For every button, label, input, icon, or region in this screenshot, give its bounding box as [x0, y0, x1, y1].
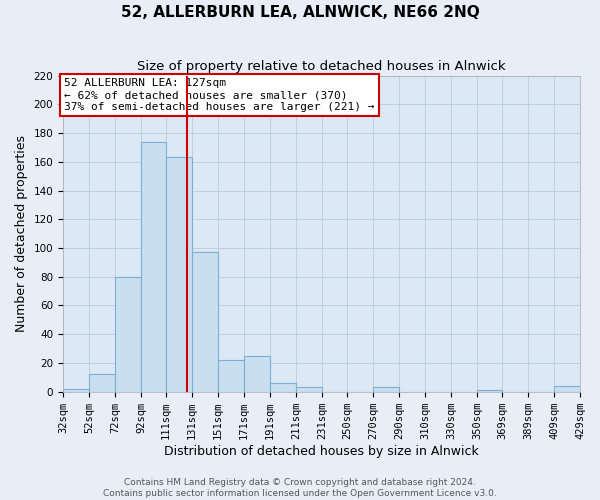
Text: Contains HM Land Registry data © Crown copyright and database right 2024.
Contai: Contains HM Land Registry data © Crown c…: [103, 478, 497, 498]
Bar: [373, 388, 399, 392]
Bar: [554, 386, 580, 392]
Bar: [141, 142, 166, 392]
Bar: [244, 356, 270, 392]
Text: 52 ALLERBURN LEA: 127sqm
← 62% of detached houses are smaller (370)
37% of semi-: 52 ALLERBURN LEA: 127sqm ← 62% of detach…: [64, 78, 375, 112]
Bar: [296, 388, 322, 392]
Bar: [63, 389, 89, 392]
X-axis label: Distribution of detached houses by size in Alnwick: Distribution of detached houses by size …: [164, 444, 479, 458]
Y-axis label: Number of detached properties: Number of detached properties: [15, 135, 28, 332]
Bar: [166, 158, 192, 392]
Bar: [89, 374, 115, 392]
Text: 52, ALLERBURN LEA, ALNWICK, NE66 2NQ: 52, ALLERBURN LEA, ALNWICK, NE66 2NQ: [121, 5, 479, 20]
Bar: [218, 360, 244, 392]
Title: Size of property relative to detached houses in Alnwick: Size of property relative to detached ho…: [137, 60, 506, 73]
Bar: [477, 390, 502, 392]
Bar: [192, 252, 218, 392]
Bar: [270, 383, 296, 392]
Bar: [115, 277, 141, 392]
